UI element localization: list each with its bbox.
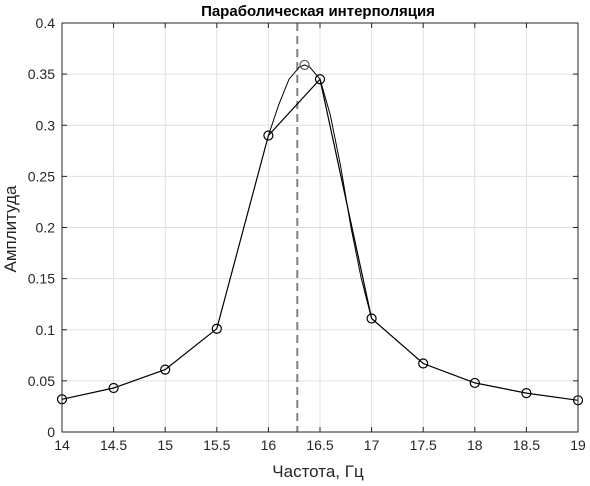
y-tick-label: 0.1: [36, 322, 56, 338]
data-point: [314, 74, 326, 85]
x-tick-label: 17.5: [410, 437, 437, 453]
y-tick-label: 0.15: [28, 271, 55, 287]
interpolation-curve: [267, 64, 373, 319]
data-point: [263, 130, 274, 141]
x-tick-label: 16: [261, 437, 277, 453]
x-tick-label: 18.5: [513, 437, 540, 453]
y-axis-title: Амплитуда: [1, 185, 20, 272]
data-point: [211, 323, 222, 334]
x-tick-label: 16.5: [306, 437, 333, 453]
y-tick-label: 0.2: [36, 220, 56, 236]
data-point: [418, 358, 429, 369]
data-point: [108, 382, 119, 394]
x-tick-label: 14.5: [100, 437, 127, 453]
x-tick-label: 15.5: [203, 437, 230, 453]
axes: 14 14.5 15 15.5 16 16.5 17 17.5 18 18.5 19 0 0.05 0.1…: [28, 15, 586, 453]
x-tick-label: 18: [467, 437, 483, 453]
plot-area: [56, 23, 584, 432]
y-tick-label: 0.35: [28, 66, 55, 82]
data-point: [160, 364, 171, 375]
y-tick-label: 0.3: [36, 117, 56, 133]
y-tick-label: 0.05: [28, 373, 55, 389]
y-tick-label: 0.4: [36, 15, 56, 31]
data-point: [521, 388, 532, 399]
x-tick-label: 17: [364, 437, 380, 453]
x-axis-title: Частота, Гц: [272, 462, 364, 481]
x-tick-label: 15: [157, 437, 173, 453]
interpolated-peak-point: [299, 59, 310, 71]
data-point: [366, 313, 377, 324]
spectrum-line: [61, 77, 579, 401]
y-tick-label: 0.25: [28, 168, 55, 184]
x-tick-label: 19: [570, 437, 586, 453]
data-point: [469, 377, 480, 389]
y-tick-label: 0: [47, 424, 55, 440]
x-tick-label: 14: [54, 437, 70, 453]
chart-title: Параболическая интерполяция: [201, 3, 435, 20]
